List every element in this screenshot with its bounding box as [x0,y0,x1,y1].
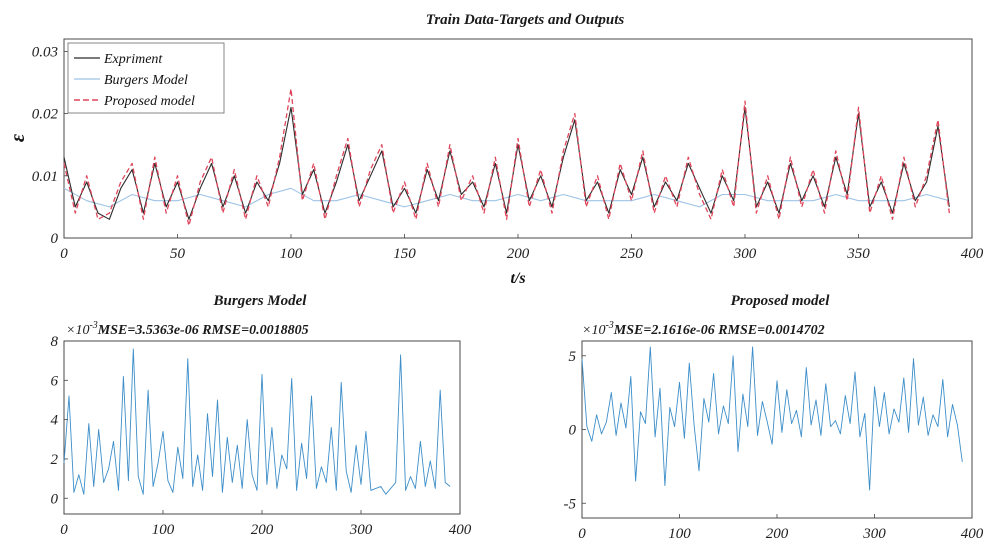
bl-x-tick-label: 100 [152,522,175,538]
top-y-tick-label: 0.03 [32,44,58,60]
top-title: Train Data-Targets and Outputs [426,12,625,28]
bl-x-ticks: 0 100 200 300 400 [60,510,472,538]
bl-y-tick-label: 8 [51,334,59,350]
top-x-tick-label: 100 [280,246,303,262]
top-x-tick-label: 150 [393,246,416,262]
br-title: Proposed model [731,293,831,309]
top-y-tick-label: 0.02 [32,107,59,123]
bl-y-tick-label: 0 [51,491,59,507]
legend: Expriment Burgers Model Proposed model [67,42,225,114]
top-series-line-2 [63,88,950,227]
top-series-line-0 [63,106,950,220]
br-x-tick-label: 400 [961,526,984,542]
bl-panel: Burgers Model ×10-3MSE=3.5363e-06 RMSE=0… [51,293,472,538]
bl-x-tick-label: 0 [60,522,68,538]
top-x-tick-label: 400 [961,246,984,262]
bl-x-tick-label: 200 [251,522,274,538]
br-y-tick-label: 5 [569,349,577,365]
br-exp-power: -3 [605,320,613,331]
br-plot-area [581,340,973,519]
top-x-tick-label: 0 [60,246,68,262]
bl-series-group [63,348,451,495]
br-x-ticks: 0 100 200 300 400 [578,514,984,542]
top-x-label: t/s [510,270,525,287]
top-x-ticks: 0 50 100 150 200 250 300 350 400 [60,234,984,262]
br-series-line-0 [581,346,963,491]
bl-exp-base: ×10 [66,323,89,338]
top-x-tick-label: 200 [507,246,530,262]
bl-y-tick-label: 6 [51,373,59,389]
br-annotation: ×10-3MSE=2.1616e-06 RMSE=0.0014702 [582,320,825,338]
top-x-tick-label: 350 [846,246,870,262]
top-panel: Train Data-Targets and Outputs 0 50 100 150… [7,12,984,287]
legend-entry-proposed: Proposed model [103,94,195,109]
br-panel: Proposed model ×10-3MSE=2.1616e-06 RMSE=… [564,293,984,542]
br-x-tick-label: 0 [578,526,586,542]
br-mse-text: MSE=2.1616e-06 RMSE=0.0014702 [613,323,825,338]
top-x-tick-label: 300 [733,246,757,262]
br-x-tick-label: 200 [766,526,789,542]
legend-entry-burgers: Burgers Model [104,73,188,88]
legend-box [67,42,225,114]
br-y-tick-label: 0 [569,423,577,439]
bl-exp-power: -3 [89,320,97,331]
br-y-ticks: -5 0 5 [564,349,586,512]
bl-y-ticks: 0 2 4 6 8 [51,334,68,507]
bl-series-line-0 [63,348,451,495]
br-exp-base: ×10 [582,323,605,338]
bl-y-tick-label: 4 [51,413,59,429]
bl-title: Burgers Model [213,293,308,309]
legend-entry-expriment: Expriment [103,52,163,67]
top-y-ticks: 0 0.01 0.02 0.03 [32,44,68,247]
top-y-tick-label: 0 [51,231,59,247]
top-y-tick-label: 0.01 [32,169,58,185]
br-y-tick-label: -5 [564,496,577,512]
br-x-tick-label: 100 [668,526,691,542]
top-series-group [63,88,950,227]
bl-annotation: ×10-3MSE=3.5363e-06 RMSE=0.0018805 [66,320,309,338]
br-series-group [581,346,963,491]
top-y-label: ε [7,133,29,142]
br-x-tick-label: 300 [862,526,886,542]
bl-x-tick-label: 400 [449,522,472,538]
bl-y-tick-label: 2 [51,452,59,468]
bl-x-tick-label: 300 [349,522,373,538]
bl-mse-text: MSE=3.5363e-06 RMSE=0.0018805 [97,323,309,338]
top-x-tick-label: 250 [620,246,643,262]
top-x-tick-label: 50 [170,246,186,262]
